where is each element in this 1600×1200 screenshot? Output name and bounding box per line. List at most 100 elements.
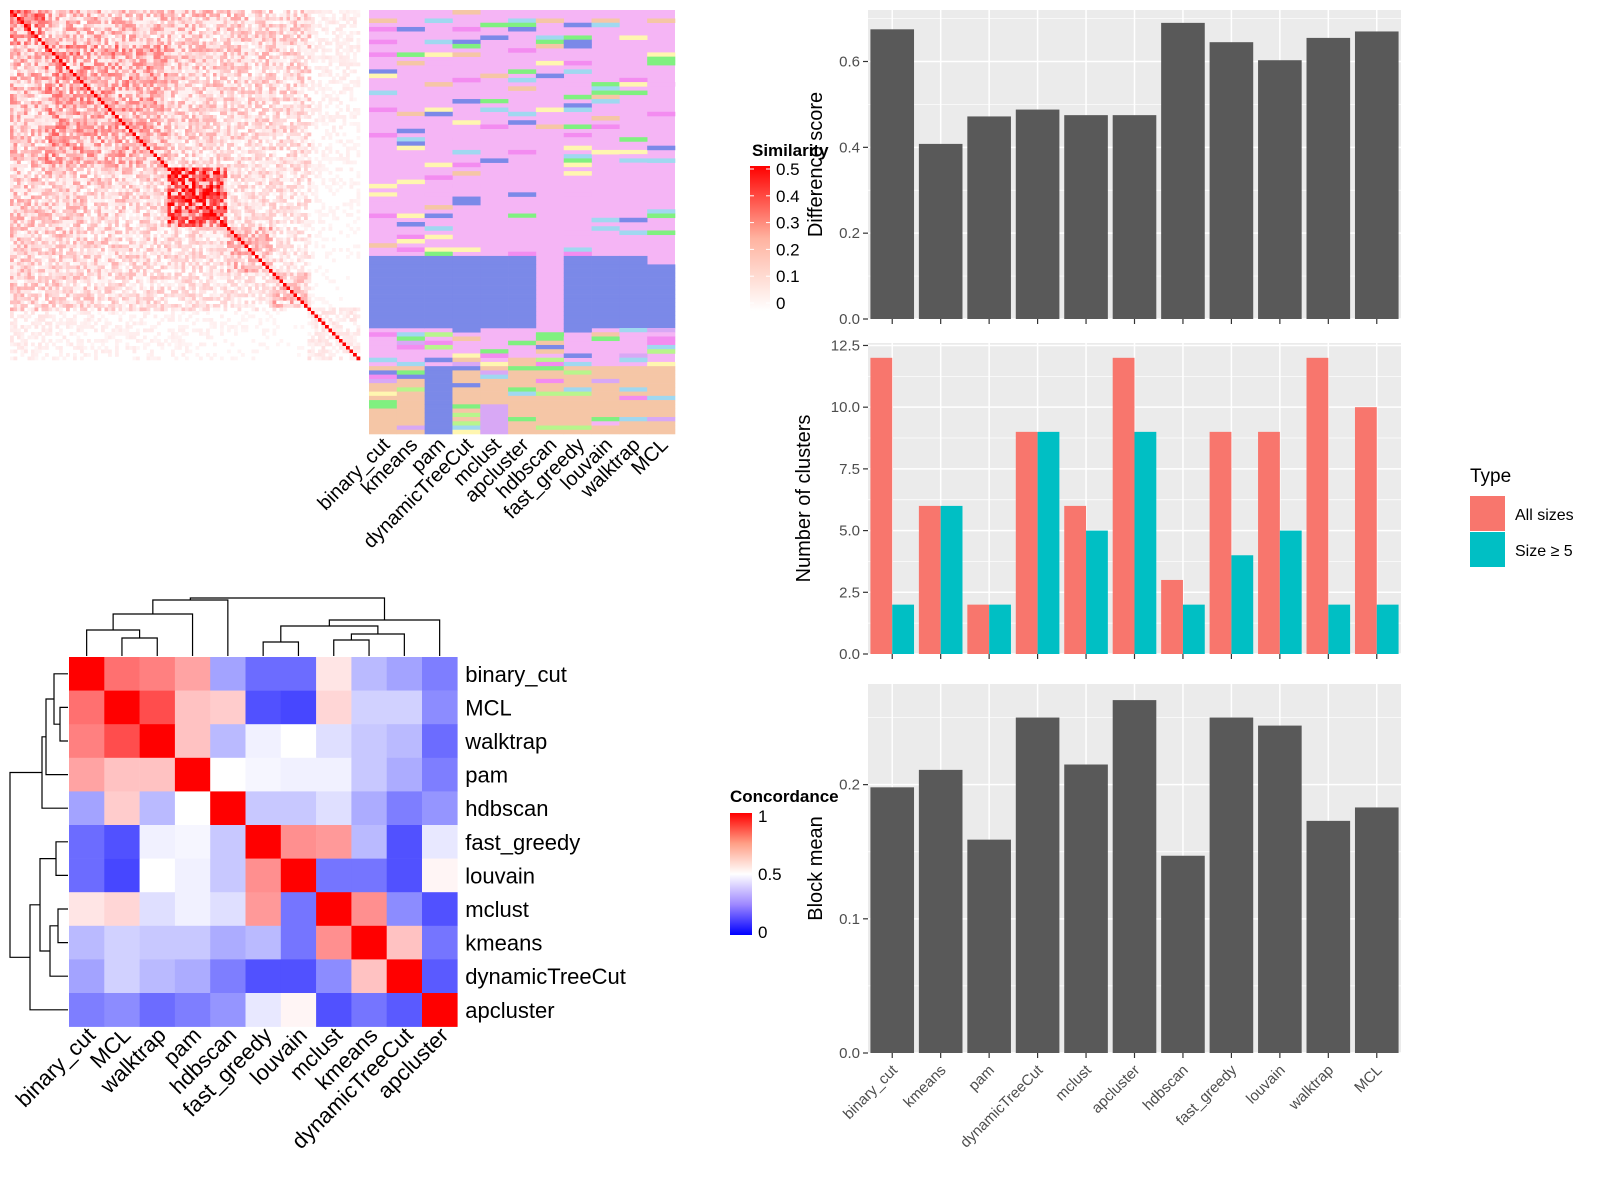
similarity-cell <box>192 115 196 119</box>
similarity-cell <box>122 195 126 200</box>
similarity-cell <box>290 202 294 207</box>
similarity-cell <box>139 55 144 60</box>
similarity-cell <box>174 83 179 88</box>
similarity-cell <box>17 132 21 137</box>
similarity-cell <box>276 111 280 116</box>
similarity-cell <box>73 202 77 207</box>
similarity-cell <box>94 181 98 186</box>
similarity-cell <box>307 132 312 137</box>
similarity-cell <box>90 24 95 28</box>
similarity-cell <box>188 48 193 53</box>
similarity-cell <box>122 136 126 140</box>
similarity-cell <box>48 202 53 207</box>
similarity-cell <box>230 31 235 35</box>
similarity-cell <box>241 132 245 137</box>
similarity-cell <box>223 38 228 42</box>
similarity-cell <box>227 146 231 151</box>
similarity-cell <box>132 167 137 172</box>
similarity-cell <box>125 122 130 126</box>
similarity-cell <box>80 31 84 35</box>
similarity-cell <box>283 188 287 193</box>
similarity-cell <box>178 62 182 67</box>
similarity-cell <box>181 80 186 84</box>
similarity-cell <box>101 122 105 126</box>
similarity-cell <box>290 52 294 56</box>
similarity-cell <box>164 146 168 151</box>
similarity-cell <box>339 185 343 189</box>
similarity-cell <box>48 41 53 46</box>
similarity-cell <box>101 90 105 95</box>
similarity-cell <box>139 143 144 147</box>
similarity-cell <box>38 31 42 35</box>
similarity-cell <box>255 136 259 140</box>
similarity-cell <box>94 164 98 168</box>
similarity-cell <box>129 143 133 147</box>
similarity-cell <box>66 69 70 74</box>
similarity-cell <box>199 195 203 200</box>
similarity-cell <box>118 83 123 88</box>
similarity-cell <box>234 122 238 126</box>
similarity-cell <box>80 97 84 102</box>
similarity-cell <box>199 41 203 46</box>
similarity-cell <box>328 55 333 60</box>
similarity-cell <box>94 34 98 39</box>
similarity-cell <box>118 164 123 168</box>
similarity-cell <box>157 27 161 32</box>
similarity-cell <box>66 111 70 116</box>
similarity-cell <box>251 97 256 102</box>
similarity-cell <box>283 34 287 39</box>
similarity-cell <box>69 143 74 147</box>
similarity-cell <box>286 188 291 193</box>
similarity-cell <box>115 157 119 161</box>
similarity-cell <box>153 150 158 154</box>
similarity-cell <box>143 94 147 98</box>
similarity-cell <box>297 83 301 88</box>
similarity-cell <box>181 87 186 91</box>
similarity-cell <box>48 216 53 221</box>
similarity-cell <box>115 139 119 144</box>
similarity-cell <box>342 55 347 60</box>
similarity-cell <box>62 202 67 207</box>
similarity-cell <box>150 220 154 224</box>
similarity-cell <box>202 202 207 207</box>
similarity-cell <box>45 17 49 21</box>
similarity-cell <box>48 76 53 81</box>
similarity-cell <box>283 94 287 98</box>
similarity-cell <box>76 118 81 123</box>
similarity-cell <box>185 199 189 203</box>
similarity-cell <box>209 90 214 95</box>
similarity-cell <box>307 27 312 32</box>
similarity-cell <box>157 62 161 67</box>
similarity-cell <box>223 87 228 91</box>
similarity-cell <box>300 125 305 130</box>
similarity-cell <box>76 220 81 224</box>
similarity-cell <box>328 80 333 84</box>
similarity-cell <box>55 76 60 81</box>
similarity-cell <box>325 66 329 70</box>
similarity-cell <box>45 132 49 137</box>
similarity-cell <box>24 199 28 203</box>
similarity-cell <box>69 97 74 102</box>
similarity-cell <box>328 209 333 214</box>
similarity-cell <box>185 202 189 207</box>
similarity-cell <box>146 66 151 70</box>
similarity-cell <box>122 80 126 84</box>
similarity-cell <box>220 199 224 203</box>
similarity-cell <box>195 171 200 175</box>
similarity-cell <box>353 20 357 25</box>
similarity-cell <box>132 10 137 14</box>
similarity-cell <box>139 97 144 102</box>
similarity-cell <box>150 17 154 21</box>
similarity-cell <box>283 24 287 28</box>
similarity-cell <box>153 104 158 109</box>
similarity-cell <box>307 150 312 154</box>
similarity-cell <box>188 136 193 140</box>
similarity-cell <box>234 48 238 53</box>
similarity-cell <box>69 132 74 137</box>
similarity-cell <box>304 125 308 130</box>
similarity-cell <box>262 122 266 126</box>
similarity-cell <box>220 213 224 217</box>
similarity-cell <box>251 10 256 14</box>
similarity-cell <box>223 174 228 179</box>
similarity-cell <box>304 195 308 200</box>
